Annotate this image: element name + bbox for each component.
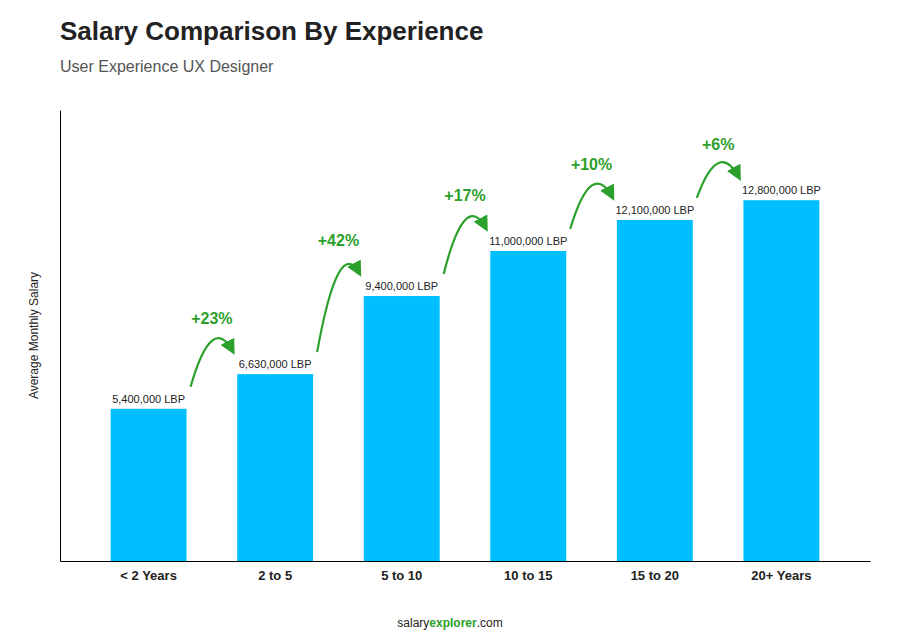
bar <box>617 220 693 561</box>
subtitle: User Experience UX Designer <box>60 58 274 75</box>
footer-part: .com <box>477 616 503 630</box>
data-label: 6,630,000 LBP <box>239 358 312 370</box>
change-label: +10% <box>571 156 612 173</box>
x-axis-line <box>61 561 871 562</box>
data-label: 12,800,000 LBP <box>742 184 821 196</box>
x-tick: < 2 Years <box>120 568 177 583</box>
title: Salary Comparison By Experience <box>60 16 483 46</box>
bar <box>490 251 566 561</box>
x-tick-label: 10 to 15 <box>504 568 552 583</box>
bars <box>111 200 820 561</box>
data-label: 5,400,000 LBP <box>112 393 185 405</box>
change-label: +17% <box>444 187 485 204</box>
bar <box>364 296 440 561</box>
change-arrow <box>317 264 360 352</box>
x-axis: < 2 Years 2 to 5 5 to 10 10 to 15 15 to 20 20… <box>61 562 871 584</box>
change-label: +6% <box>702 136 734 153</box>
change-arrow <box>697 162 740 198</box>
change-label: +23% <box>191 310 232 327</box>
bar <box>743 200 819 561</box>
data-labels: 5,400,000 LBP 6,630,000 LBP 9,400,000 LBP 1… <box>112 184 821 405</box>
change-label: +42% <box>318 232 359 249</box>
y-axis-title: Average Monthly Salary <box>27 272 41 399</box>
x-tick: 10 to 15 <box>504 568 552 583</box>
data-label: 12,100,000 LBP <box>615 204 694 216</box>
footer: salaryexplorer.com <box>397 616 502 630</box>
x-tick-label: 5 to 10 <box>381 568 422 583</box>
bar <box>237 374 313 561</box>
annotations: +23% +42% +17% +10% +6% <box>191 136 740 387</box>
x-tick: 5 to 10 <box>381 568 422 583</box>
x-tick-label: < 2 Years <box>120 568 177 583</box>
y-axis <box>60 111 61 562</box>
x-tick: 2 to 5 <box>258 568 292 583</box>
change-arrow <box>191 338 234 387</box>
footer-part: explorer <box>429 616 477 630</box>
chart: Salary Comparison By Experience User Expe… <box>0 0 900 641</box>
data-label: 11,000,000 LBP <box>489 235 567 247</box>
bar <box>111 409 187 561</box>
x-tick-label: 20+ Years <box>751 568 811 583</box>
change-arrow <box>570 184 613 229</box>
x-tick-label: 2 to 5 <box>258 568 292 583</box>
change-arrow <box>444 216 487 274</box>
footer-part: salary <box>397 616 429 630</box>
plot: < 2 Years 2 to 5 5 to 10 10 to 15 15 to 20 20… <box>27 111 871 584</box>
data-label: 9,400,000 LBP <box>365 280 438 292</box>
x-tick: 15 to 20 <box>631 568 679 583</box>
x-tick-label: 15 to 20 <box>631 568 679 583</box>
x-tick: 20+ Years <box>751 568 811 583</box>
y-axis-line <box>60 111 61 562</box>
